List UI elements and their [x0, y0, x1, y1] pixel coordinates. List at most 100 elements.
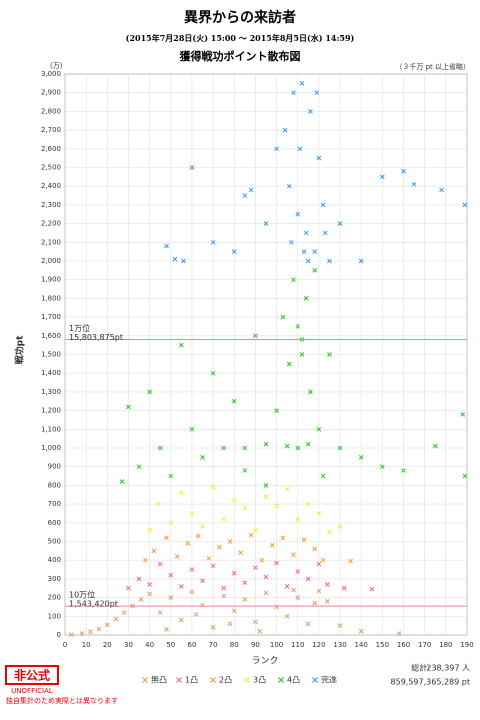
- y-axis-title: 戦功pt: [14, 335, 26, 364]
- scatter-point: [147, 527, 152, 533]
- scatter-point: [263, 590, 269, 596]
- scatter-point: [263, 483, 269, 488]
- legend-marker: [176, 677, 182, 683]
- scatter-point: [358, 628, 364, 634]
- scatter-point: [126, 404, 131, 410]
- scatter-point: [369, 586, 375, 592]
- note: （３千万 pt 以上省略）: [395, 62, 470, 71]
- y-tick-label: 1,100: [41, 425, 61, 433]
- scatter-point: [242, 445, 248, 451]
- x-tick-label: 110: [291, 641, 304, 649]
- scatter-point: [143, 557, 148, 563]
- scatter-point: [320, 202, 326, 208]
- scatter-point: [242, 468, 248, 473]
- scatter-point: [305, 621, 311, 627]
- y-tick-label: 2,200: [41, 220, 61, 228]
- scatter-point: [308, 389, 313, 395]
- y-tick-label: 400: [48, 556, 61, 564]
- scatter-point: [263, 574, 269, 580]
- y-tick-label: 1,600: [41, 332, 61, 340]
- scatter-point: [179, 490, 184, 496]
- scatter-point: [248, 187, 254, 193]
- scatter-point: [316, 588, 322, 594]
- scatter-point: [274, 408, 279, 413]
- scatter-point: [168, 595, 174, 600]
- scatter-point: [337, 221, 343, 226]
- scatter-point: [286, 183, 292, 189]
- scatter-point: [231, 570, 237, 576]
- scatter-point: [151, 548, 157, 554]
- scatter-point: [193, 612, 199, 617]
- scatter-point: [401, 468, 406, 473]
- scatter-point: [316, 155, 322, 161]
- scatter-point: [284, 443, 290, 449]
- y-tick-label: 900: [48, 463, 61, 471]
- scatter-point: [157, 610, 163, 615]
- scatter-point: [253, 527, 258, 533]
- scatter-point: [327, 352, 332, 357]
- x-tick-label: 20: [103, 641, 112, 649]
- scatter-point: [217, 544, 222, 550]
- scatter-point: [138, 597, 144, 602]
- scatter-point: [291, 552, 296, 557]
- scatter-point: [295, 211, 301, 217]
- scatter-point: [221, 445, 227, 451]
- scatter-point: [460, 411, 466, 417]
- y-tick-label: 700: [48, 500, 61, 508]
- reference-label: 1万位: [69, 323, 90, 333]
- y-tick-label: 1,700: [41, 313, 61, 321]
- scatter-point: [274, 503, 279, 509]
- scatter-point: [259, 557, 265, 563]
- scatter-point: [320, 557, 326, 563]
- scatter-point: [189, 567, 195, 572]
- total-people: 238,397 人: [426, 664, 470, 673]
- scatter-point: [189, 511, 195, 516]
- x-tick-label: 120: [312, 641, 325, 649]
- scatter-point: [274, 560, 279, 566]
- scatter-point: [221, 516, 227, 522]
- legend-marker: [244, 677, 250, 683]
- y-tick-label: 1,900: [41, 276, 61, 284]
- scatter-point: [301, 249, 307, 255]
- scatter-point: [297, 146, 303, 152]
- scatter-point: [253, 333, 258, 339]
- scatter-point: [274, 146, 279, 152]
- x-tick-label: 180: [439, 641, 452, 649]
- scatter-point: [305, 501, 311, 507]
- total-label: 総計:: [411, 663, 430, 673]
- scatter-point: [263, 221, 269, 226]
- y-tick-label: 1,000: [41, 444, 61, 452]
- y-tick-label: 0: [57, 631, 61, 639]
- scatter-point: [231, 608, 237, 614]
- scatter-point: [136, 464, 142, 470]
- scatter-point: [248, 532, 254, 538]
- scatter-point: [242, 597, 248, 602]
- reference-value-label: 15,803,875pt: [69, 333, 123, 342]
- scatter-point: [289, 239, 294, 245]
- scatter-point: [358, 454, 364, 460]
- scatter-point: [291, 277, 296, 283]
- scatter-point: [305, 258, 311, 264]
- scatter-point: [227, 621, 233, 627]
- scatter-point: [312, 249, 318, 255]
- scatter-point: [200, 524, 205, 529]
- y-tick-label: 2,700: [41, 126, 61, 134]
- y-tick-label: 1,500: [41, 351, 61, 359]
- scatter-point: [185, 541, 191, 546]
- y-tick-label: 2,800: [41, 107, 61, 115]
- scatter-point: [325, 598, 330, 604]
- stamp: 非公式: [14, 668, 50, 683]
- scatter-point: [314, 90, 320, 96]
- scatter-point: [157, 561, 163, 567]
- reference-label: 10万位: [69, 590, 95, 600]
- scatter-point: [210, 563, 216, 569]
- scatter-point: [325, 582, 330, 587]
- scatter-point: [312, 546, 318, 552]
- scatter-point: [432, 443, 438, 449]
- scatter-point: [227, 539, 233, 544]
- scatter-point: [316, 561, 322, 567]
- legend-label: 1凸: [185, 676, 198, 685]
- legend-marker: [142, 677, 148, 683]
- y-tick-label: 2,100: [41, 238, 61, 246]
